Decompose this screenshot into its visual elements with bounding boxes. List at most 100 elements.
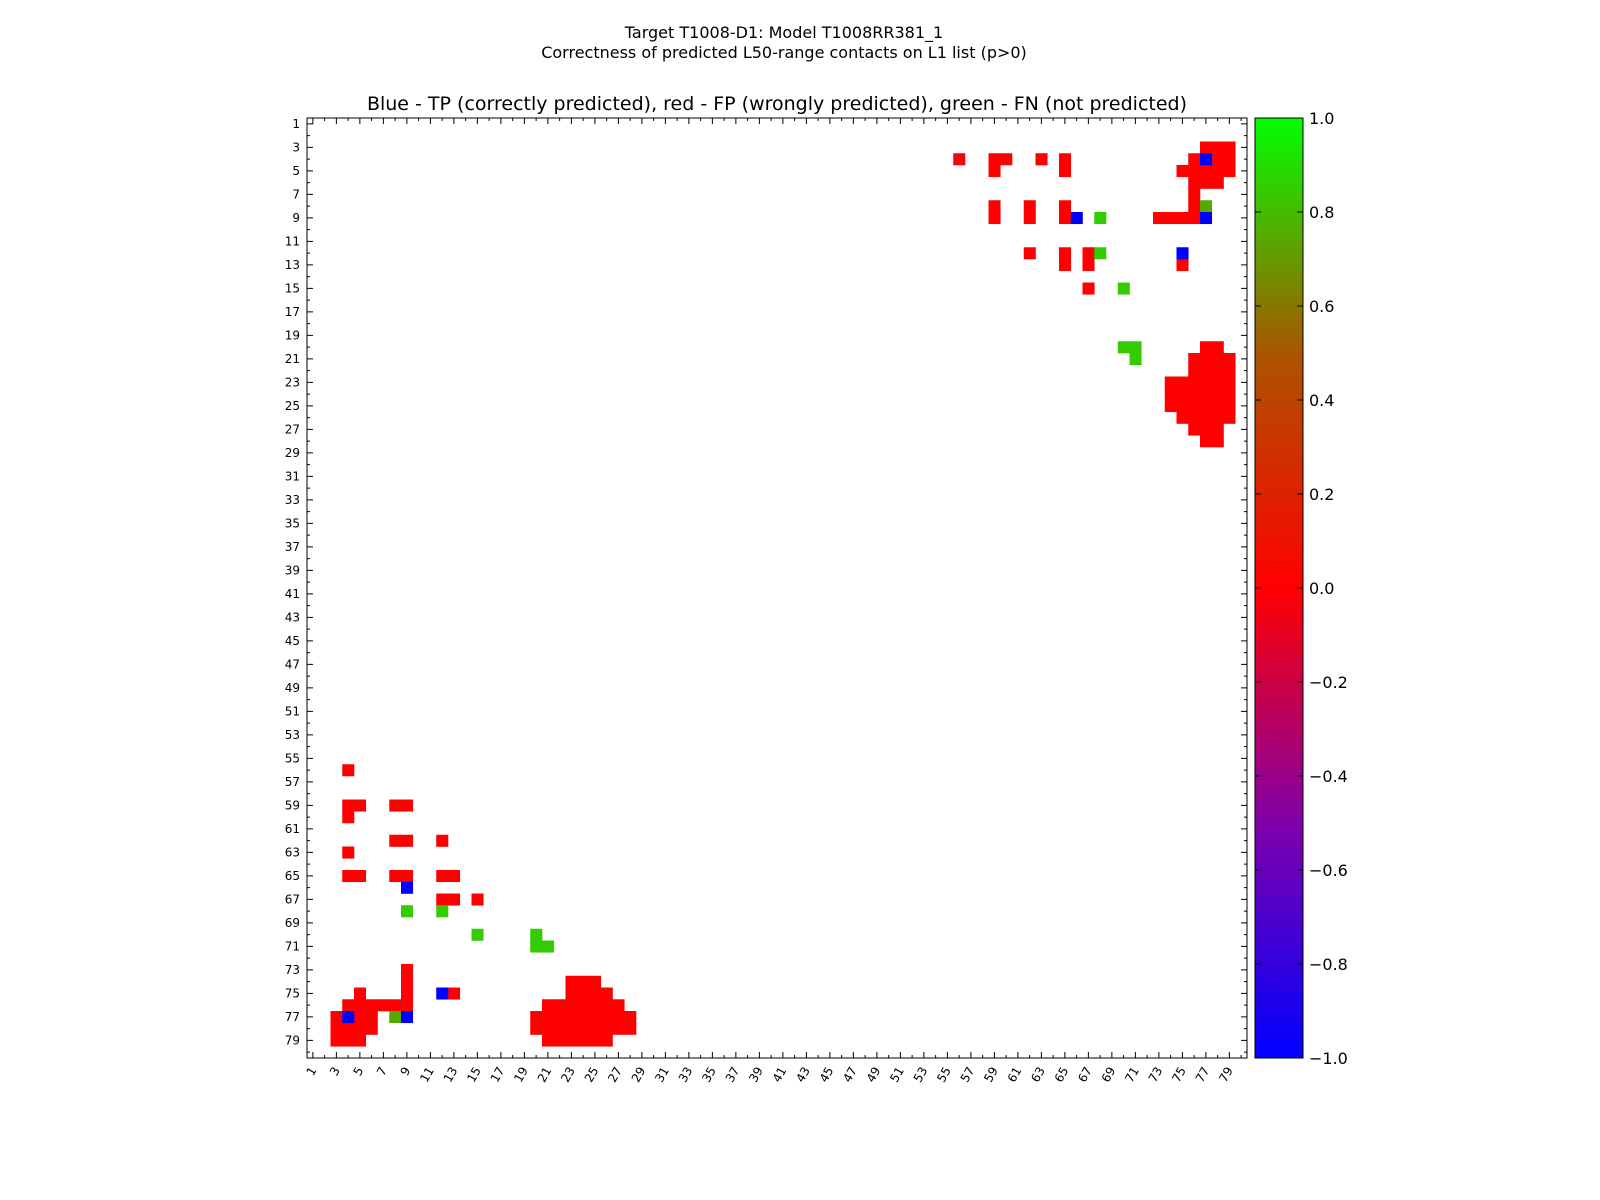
y-tick-label: 35 [285,516,300,530]
fp-cell-upper-32 [1200,176,1213,189]
y-tick-label: 75 [285,986,300,1000]
fp-cell-lower-25 [342,1034,355,1047]
x-tick-label: 63 [1028,1065,1048,1085]
y-tick-label: 21 [285,352,300,366]
x-tick-label: 35 [699,1065,719,1085]
y-tick-label: 7 [292,187,300,201]
fp-cell-upper-64 [1188,400,1201,413]
y-tick-label: 65 [285,869,300,883]
x-tick-label: 43 [793,1065,813,1085]
fp-cell-lower-62 [589,975,602,988]
fp-cell-upper-22 [1223,141,1236,154]
tp-cell-lower-0 [342,1011,355,1024]
fp-cell-upper-21 [1211,141,1224,154]
axis-ticks: 1 3 5 7 9 11 13 15 17 19 21 23 25 27 29 31 33 35 37 39 41 43 4… [285,117,1247,1085]
fp-cell-lower-55 [565,1034,578,1047]
fp-cell-upper-25 [1223,153,1236,166]
fp-cell-upper-20 [1200,141,1213,154]
x-tick-label: 69 [1099,1065,1119,1085]
fp-cell-lower-43 [542,1011,555,1024]
fp-cell-lower-0 [342,764,355,777]
fp-cell-upper-63 [1176,400,1189,413]
y-tick-label: 59 [285,798,300,812]
tp-cell-lower-1 [401,881,414,894]
fp-cell-lower-37 [401,975,414,988]
fp-cell-upper-29 [1211,165,1224,178]
fp-cell-lower-70 [600,1011,613,1024]
x-tick-label: 23 [558,1065,578,1085]
fp-cell-upper-67 [1223,400,1236,413]
y-tick-label: 27 [285,422,300,436]
fp-cell-upper-17 [1082,259,1095,272]
fp-cell-upper-34 [1188,188,1201,201]
x-tick-label: 13 [441,1065,461,1085]
fp-cell-lower-14 [436,870,449,883]
fp-cell-upper-68 [1176,411,1189,424]
x-tick-label: 15 [464,1065,484,1085]
fp-cell-upper-46 [1188,364,1201,377]
fp-cell-lower-76 [624,1011,637,1024]
x-tick-label: 45 [817,1065,837,1085]
fp-cell-upper-55 [1223,376,1236,389]
fp-cell-upper-53 [1200,376,1213,389]
x-tick-label: 73 [1146,1065,1166,1085]
plot-frame [306,117,1248,1059]
fp-cell-lower-49 [553,1034,566,1047]
x-tick-label: 55 [934,1065,954,1085]
fp-cell-lower-15 [448,870,461,883]
fp-cell-upper-41 [1211,341,1224,354]
fp-cell-upper-70 [1200,411,1213,424]
fp-cell-lower-33 [365,1022,378,1035]
colorbar-tick-label: 0.0 [1309,579,1334,598]
y-tick-label: 71 [285,939,300,953]
fp-cell-lower-45 [542,1034,555,1047]
fp-cell-lower-74 [612,1011,625,1024]
fp-cell-upper-59 [1200,388,1213,401]
colorbar-ticks: 1.0 0.8 0.6 0.4 0.2 0.0 −0.2 −0.4 −0.6 −0.8 −1.0 [1255,109,1348,1068]
fp-cell-upper-11 [1059,200,1072,213]
contact-cells [330,141,1236,1047]
fn-cell-lower-4 [530,940,543,953]
fn-cell-upper-3 [1117,341,1130,354]
fp-cell-lower-59 [577,1011,590,1024]
fp-cell-lower-57 [577,987,590,1000]
y-tick-label: 69 [285,916,300,930]
fn-cell-lower-3 [530,928,543,941]
fp-cell-lower-7 [389,799,402,812]
y-tick-label: 43 [285,610,300,624]
y-tick-label: 41 [285,587,300,601]
y-tick-label: 61 [285,822,300,836]
fp-cell-upper-2 [1000,153,1013,166]
fp-cell-upper-74 [1200,423,1213,436]
x-tick-label: 53 [911,1065,931,1085]
fp-cell-lower-22 [330,1034,343,1047]
fp-cell-lower-8 [401,799,414,812]
fn-cell-olive-lower-0 [389,1011,402,1024]
y-tick-label: 67 [285,892,300,906]
fp-cell-upper-12 [1059,212,1072,225]
fp-cell-lower-39 [401,999,414,1012]
colorbar-tick-label: 0.4 [1309,391,1334,410]
fp-cell-upper-72 [1223,411,1236,424]
colorbar-tick-label: 0.6 [1309,297,1334,316]
y-tick-label: 15 [285,281,300,295]
x-tick-label: 21 [535,1065,555,1085]
x-tick-label: 67 [1075,1065,1095,1085]
colorbar-tick-label: 0.2 [1309,485,1334,504]
y-tick-label: 37 [285,540,300,554]
fp-cell-lower-1 [342,799,355,812]
fp-cell-upper-47 [1200,364,1213,377]
fp-cell-lower-51 [565,987,578,1000]
fp-cell-lower-31 [365,999,378,1012]
fp-cell-lower-30 [354,1034,367,1047]
fp-cell-upper-38 [1176,212,1189,225]
x-tick-label: 29 [629,1065,649,1085]
x-tick-label: 33 [676,1065,696,1085]
fp-cell-upper-3 [1035,153,1048,166]
x-tick-label: 17 [488,1065,508,1085]
colorbar-tick-label: −0.6 [1309,861,1348,880]
x-tick-label: 71 [1122,1065,1142,1085]
fn-cell-lower-2 [471,928,484,941]
x-tick-label: 77 [1193,1065,1213,1085]
fp-cell-upper-66 [1211,400,1224,413]
